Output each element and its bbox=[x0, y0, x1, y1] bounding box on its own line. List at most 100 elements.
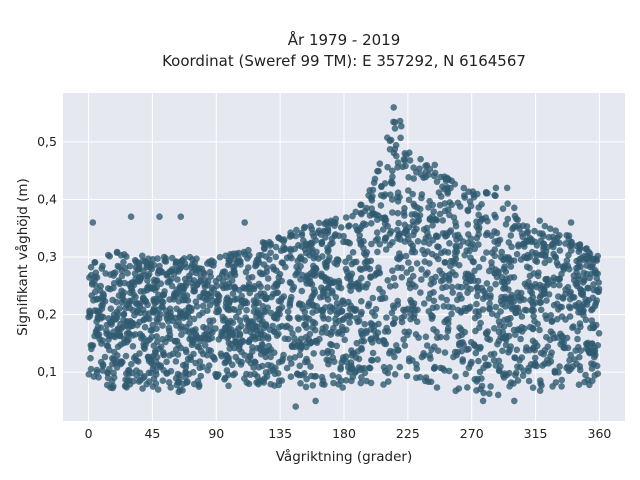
scatter-point bbox=[491, 252, 499, 260]
x-axis-label: Vågriktning (grader) bbox=[276, 448, 413, 465]
scatter-point bbox=[293, 269, 301, 277]
scatter-point bbox=[507, 263, 515, 270]
scatter-point bbox=[368, 197, 376, 204]
scatter-point bbox=[499, 205, 507, 212]
scatter-point bbox=[486, 305, 493, 313]
scatter-point bbox=[362, 251, 370, 259]
scatter-point bbox=[192, 359, 199, 367]
scatter-point bbox=[104, 369, 111, 377]
scatter-point bbox=[516, 297, 524, 304]
scatter-point bbox=[99, 290, 107, 298]
scatter-point bbox=[413, 260, 421, 267]
scatter-point bbox=[545, 280, 552, 287]
scatter-point bbox=[304, 302, 312, 310]
scatter-point bbox=[418, 266, 425, 273]
scatter-point bbox=[179, 361, 187, 369]
scatter-point bbox=[141, 323, 149, 331]
scatter-point bbox=[381, 220, 389, 227]
scatter-point bbox=[200, 323, 207, 331]
scatter-point bbox=[89, 219, 97, 226]
scatter-point bbox=[381, 367, 389, 375]
scatter-point bbox=[135, 358, 142, 365]
scatter-point bbox=[541, 222, 549, 230]
scatter-point bbox=[416, 165, 423, 172]
scatter-point bbox=[300, 224, 308, 232]
x-tick-label: 225 bbox=[396, 426, 420, 441]
scatter-point bbox=[153, 333, 160, 340]
scatter-point bbox=[257, 290, 265, 297]
scatter-point bbox=[242, 314, 249, 321]
scatter-point bbox=[154, 318, 161, 326]
scatter-point bbox=[411, 311, 418, 318]
scatter-point bbox=[360, 244, 367, 252]
scatter-point bbox=[433, 216, 441, 224]
scatter-point bbox=[443, 232, 451, 239]
scatter-point bbox=[118, 287, 125, 295]
scatter-point bbox=[441, 248, 448, 255]
scatter-point bbox=[364, 263, 371, 271]
scatter-point bbox=[126, 377, 133, 384]
scatter-point bbox=[347, 313, 354, 321]
scatter-point bbox=[241, 251, 248, 258]
scatter-point bbox=[572, 347, 579, 354]
scatter-point bbox=[358, 298, 365, 305]
scatter-point bbox=[229, 290, 237, 298]
scatter-point bbox=[295, 315, 303, 323]
scatter-point bbox=[446, 240, 453, 247]
scatter-point bbox=[214, 299, 221, 307]
scatter-point bbox=[270, 328, 278, 336]
scatter-point bbox=[374, 167, 381, 175]
scatter-point bbox=[261, 239, 269, 247]
scatter-point bbox=[175, 318, 182, 326]
scatter-point bbox=[371, 175, 379, 183]
scatter-point bbox=[335, 374, 342, 381]
scatter-point bbox=[160, 351, 167, 358]
scatter-point bbox=[269, 263, 277, 271]
scatter-point bbox=[319, 377, 327, 385]
scatter-point bbox=[396, 363, 404, 371]
scatter-point bbox=[197, 372, 205, 380]
scatter-point bbox=[360, 364, 368, 372]
scatter-point bbox=[473, 300, 480, 308]
scatter-point bbox=[376, 160, 384, 167]
scatter-point bbox=[151, 286, 159, 294]
scatter-point bbox=[363, 377, 370, 385]
scatter-point bbox=[172, 358, 180, 365]
scatter-point bbox=[461, 251, 469, 259]
scatter-point bbox=[343, 358, 351, 366]
scatter-point bbox=[174, 351, 182, 358]
scatter-point bbox=[146, 336, 153, 343]
scatter-point bbox=[428, 346, 435, 354]
scatter-point bbox=[536, 387, 544, 395]
scatter-point bbox=[464, 289, 471, 297]
scatter-point bbox=[356, 265, 364, 273]
scatter-point bbox=[154, 310, 161, 318]
scatter-point bbox=[374, 248, 381, 256]
scatter-point bbox=[288, 360, 295, 367]
scatter-point bbox=[307, 363, 314, 370]
scatter-point bbox=[445, 275, 453, 282]
scatter-point bbox=[309, 309, 316, 316]
scatter-point bbox=[433, 328, 440, 336]
scatter-point bbox=[388, 196, 396, 203]
scatter-point bbox=[551, 253, 559, 260]
scatter-point bbox=[458, 347, 466, 355]
scatter-point bbox=[94, 332, 102, 340]
scatter-point bbox=[286, 315, 293, 322]
scatter-point bbox=[167, 313, 175, 321]
scatter-point bbox=[462, 370, 470, 378]
scatter-point bbox=[91, 288, 99, 296]
scatter-point bbox=[498, 300, 506, 308]
scatter-point bbox=[206, 301, 214, 309]
scatter-point bbox=[464, 384, 471, 391]
scatter-point bbox=[406, 284, 414, 292]
scatter-point bbox=[257, 330, 265, 338]
scatter-point bbox=[517, 335, 524, 343]
scatter-point bbox=[293, 226, 300, 234]
scatter-point bbox=[417, 289, 424, 296]
scatter-point bbox=[554, 275, 561, 283]
scatter-point bbox=[387, 347, 394, 355]
scatter-point bbox=[443, 296, 451, 304]
scatter-point bbox=[270, 313, 278, 321]
